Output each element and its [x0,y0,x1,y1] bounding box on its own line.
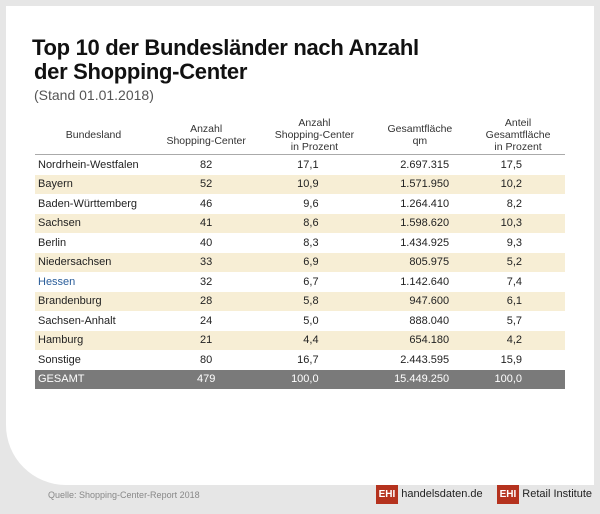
state-name-cell: Niedersachsen [35,252,152,272]
column-header: Anteil Gesamtfläche in Prozent [471,116,565,155]
table-row: Nordrhein-Westfalen 82 17,1 2.697.315 17,5 [35,155,565,175]
state-name-cell: Brandenburg [35,291,152,311]
table-row: Niedersachsen 33 6,9 805.975 5,2 [35,252,565,272]
value-cell: 52 [152,174,261,194]
state-name-cell: Nordrhein-Westfalen [38,158,139,171]
value-cell: 17,5 [500,158,522,171]
value-cell: 46 [200,197,213,210]
table-row: Sonstige 80 16,7 2.443.595 15,9 [35,350,565,370]
value-cell: 2.697.315 [400,158,450,171]
table-row: Hessen 32 6,7 1.142.640 7,4 [35,272,565,292]
value-cell: 1.434.925 [400,236,450,249]
value-cell: 1.571.950 [368,174,472,194]
state-name-cell: Hessen [38,275,76,288]
state-name-cell: Baden-Württemberg [38,197,138,210]
value-cell: 32 [200,275,213,288]
state-name-cell: Sachsen [35,213,152,233]
title-line-1: Top 10 der Bundesländer nach Anzahl [32,35,419,60]
value-cell: 6,1 [471,291,565,311]
value-cell: 21 [152,330,261,350]
value-cell: 805.975 [368,252,472,272]
value-cell: 10,9 [260,174,369,194]
column-header: Anzahl Shopping-Center [152,116,261,155]
value-cell: 9,3 [506,236,522,249]
value-cell: 6,7 [303,275,319,288]
value-cell: 40 [200,236,213,249]
ehi-badge: EHI [375,484,399,504]
logo-bar: EHI handelsdaten.de EHI Retail Institute [375,484,592,504]
total-row: GESAMT 479 100,0 15.449.250 100,0 [35,369,565,389]
value-cell: 82 [200,158,213,171]
value-cell: 28 [152,291,261,311]
value-cell: 8,2 [506,197,522,210]
table-row: Sachsen 41 8,6 1.598.620 10,3 [35,213,565,233]
value-cell: 24 [200,314,213,327]
value-cell: 4,4 [260,330,369,350]
value-cell: 8,6 [260,213,369,233]
value-cell: 9,6 [303,197,319,210]
data-table: Bundesland Anzahl Shopping-Center Anzahl S… [35,116,565,389]
column-header: Bundesland [35,116,152,155]
value-cell: 2.443.595 [400,353,450,366]
table-header: Bundesland Anzahl Shopping-Center Anzahl S… [35,116,565,155]
value-cell: 888.040 [409,314,450,327]
table-row: Sachsen-Anhalt 24 5,0 888.040 5,7 [35,311,565,331]
value-cell: 15.449.250 [368,369,472,389]
value-cell: 10,2 [471,174,565,194]
state-name-cell: Sachsen-Anhalt [38,314,116,327]
value-cell: 33 [152,252,261,272]
value-cell: 6,9 [260,252,369,272]
content-card [6,6,594,485]
value-cell: 654.180 [368,330,472,350]
value-cell: 8,3 [303,236,319,249]
value-cell: 16,7 [297,353,319,366]
value-cell: 41 [152,213,261,233]
value-cell: 15,9 [500,353,522,366]
value-cell: 4,2 [471,330,565,350]
value-cell: 17,1 [297,158,319,171]
value-cell: 80 [200,353,213,366]
subtitle: (Stand 01.01.2018) [34,87,154,103]
ehi-retail-logo: EHI Retail Institute [496,484,592,504]
table-row: Bayern 52 10,9 1.571.950 10,2 [35,174,565,194]
column-header: Anzahl Shopping-Center in Prozent [260,116,369,155]
value-cell: 5,7 [506,314,522,327]
state-name-cell: GESAMT [35,369,152,389]
state-name-cell: Berlin [38,236,67,249]
logo-text: handelsdaten.de [401,488,483,500]
table-row: Hamburg 21 4,4 654.180 4,2 [35,330,565,350]
state-name-cell: Hamburg [35,330,152,350]
table-row: Brandenburg 28 5,8 947.600 6,1 [35,291,565,311]
title-line-2: der Shopping-Center [34,59,248,84]
value-cell: 5,0 [303,314,319,327]
value-cell: 100,0 [471,369,565,389]
value-cell: 479 [152,369,261,389]
value-cell: 7,4 [506,275,522,288]
state-name-cell: Sonstige [38,353,81,366]
value-cell: 10,3 [471,213,565,233]
source-note: Quelle: Shopping-Center-Report 2018 [48,490,200,500]
column-header: Gesamtfläche qm [368,116,472,155]
state-name-cell: Bayern [35,174,152,194]
handelsdaten-logo: EHI handelsdaten.de [375,484,483,504]
value-cell: 1.142.640 [400,275,450,288]
value-cell: 947.600 [368,291,472,311]
value-cell: 1.264.410 [400,197,450,210]
table-row: Berlin 40 8,3 1.434.925 9,3 [35,233,565,253]
page-title: Top 10 der Bundesländer nach Anzahl der … [32,36,419,84]
value-cell: 1.598.620 [368,213,472,233]
table-row: Baden-Württemberg 46 9,6 1.264.410 8,2 [35,194,565,214]
value-cell: 5,8 [260,291,369,311]
value-cell: 5,2 [471,252,565,272]
value-cell: 100,0 [260,369,369,389]
ehi-badge: EHI [496,484,520,504]
logo-text: Retail Institute [522,488,592,500]
